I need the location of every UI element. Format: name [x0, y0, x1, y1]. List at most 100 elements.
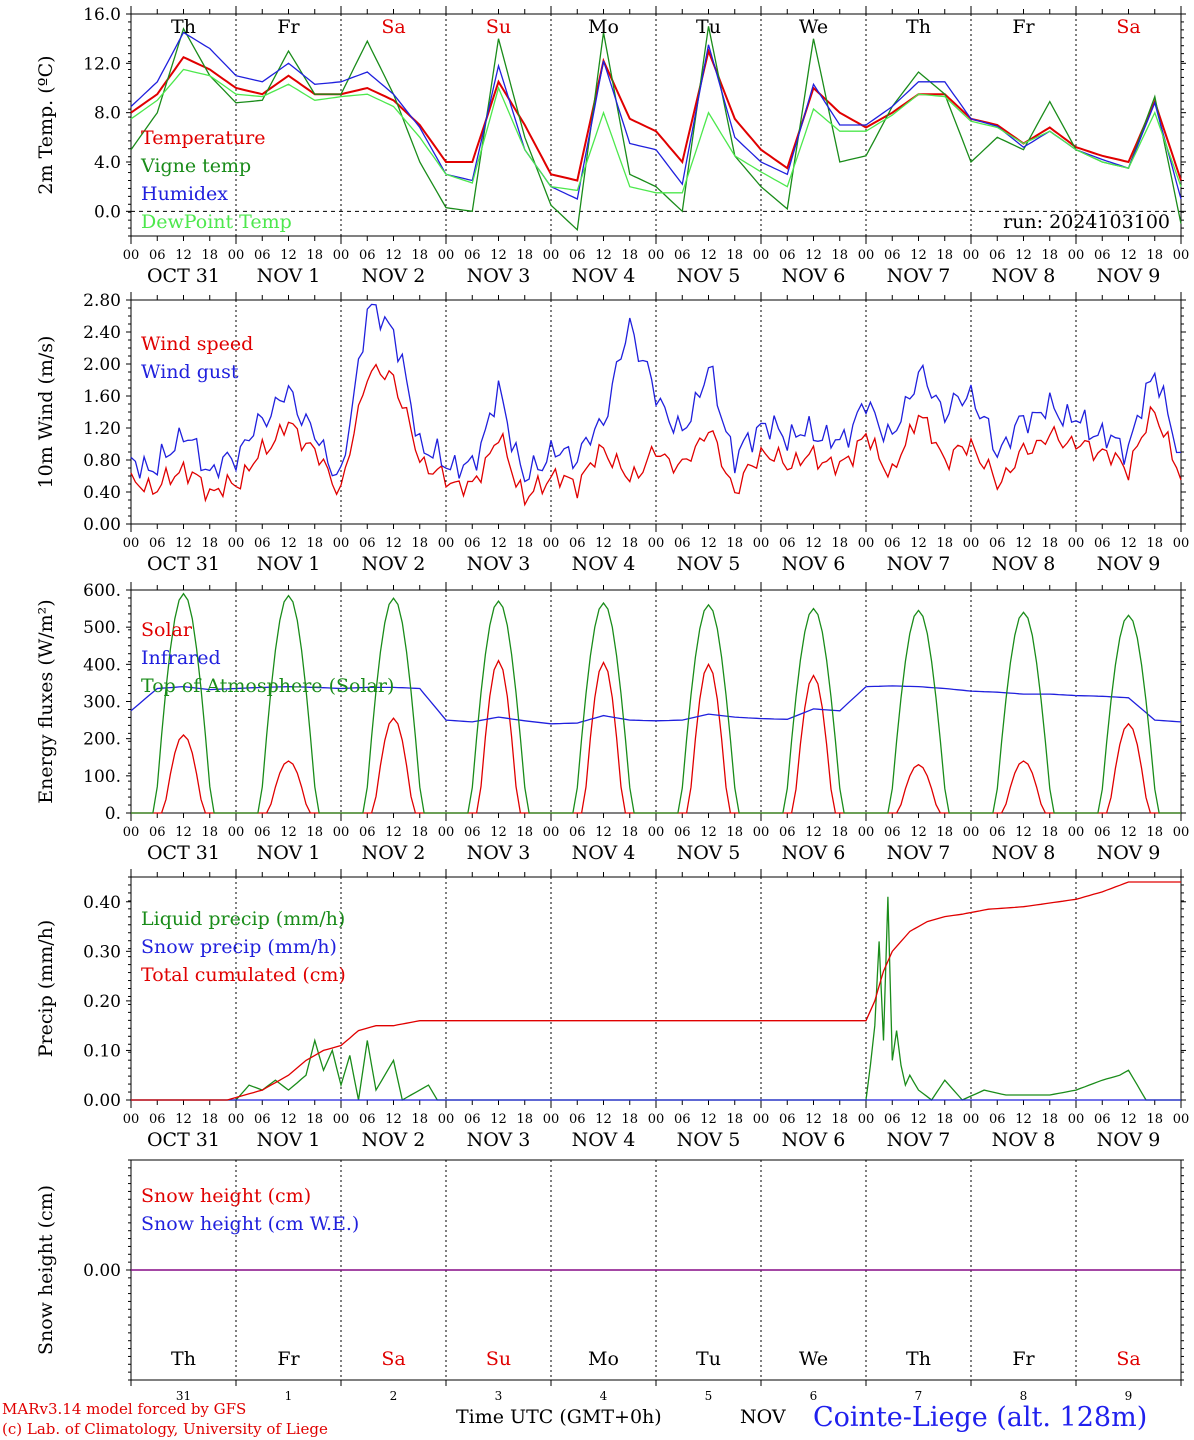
hour-tick-label: 18 — [1146, 536, 1163, 551]
hour-tick-label: 00 — [228, 536, 245, 551]
date-label: NOV 7 — [887, 1129, 951, 1151]
date-label: NOV 5 — [677, 553, 741, 575]
weekday-label: We — [799, 16, 828, 38]
date-label: NOV 7 — [887, 265, 951, 287]
month-label: NOV — [740, 1406, 786, 1428]
hour-tick-label: 06 — [1094, 825, 1111, 840]
hour-tick-label: 00 — [1173, 248, 1190, 263]
hour-tick-label: 18 — [936, 248, 953, 263]
hour-tick-label: 18 — [621, 536, 638, 551]
date-label: NOV 6 — [782, 842, 846, 864]
hour-tick-label: 12 — [805, 248, 822, 263]
legend-entry: Wind speed — [141, 333, 253, 355]
y-tick-label: 2.40 — [83, 323, 121, 343]
hour-tick-label: 00 — [123, 248, 140, 263]
hour-tick-label: 18 — [306, 248, 323, 263]
day-number: 3 — [495, 1389, 503, 1403]
legend-entry: Wind gust — [141, 361, 239, 383]
hour-tick-label: 18 — [411, 248, 428, 263]
hour-tick-label: 00 — [1068, 825, 1085, 840]
date-label: NOV 4 — [572, 553, 636, 575]
hour-tick-label: 06 — [569, 825, 586, 840]
day-number: 2 — [390, 1389, 398, 1403]
date-label: NOV 1 — [257, 265, 321, 287]
date-label: NOV 9 — [1097, 553, 1161, 575]
hour-tick-label: 18 — [516, 825, 533, 840]
y-tick-label: 100. — [83, 767, 121, 787]
hour-tick-label: 12 — [910, 1112, 927, 1127]
hour-tick-label: 18 — [1146, 248, 1163, 263]
hour-tick-label: 00 — [333, 536, 350, 551]
hour-tick-label: 12 — [1120, 1112, 1137, 1127]
panel-4: 00 06 12 18 00 06 12 18 00 06 12 18 00 06 12 18 00 06 12 18… — [35, 869, 1189, 1151]
hour-tick-label: 00 — [963, 248, 980, 263]
y-axis-label: Snow height (cm) — [35, 1185, 57, 1355]
date-label: NOV 2 — [362, 1129, 426, 1151]
date-label: NOV 3 — [467, 553, 531, 575]
hour-tick-label: 18 — [516, 1112, 533, 1127]
x-axis-title: Time UTC (GMT+0h) — [456, 1406, 662, 1428]
weekday-label: Th — [906, 1348, 931, 1370]
hour-tick-label: 18 — [516, 248, 533, 263]
y-tick-label: 500. — [83, 618, 121, 638]
hour-tick-label: 12 — [490, 536, 507, 551]
hour-tick-label: 00 — [438, 1112, 455, 1127]
hour-tick-label: 00 — [858, 825, 875, 840]
hour-tick-label: 18 — [201, 825, 218, 840]
hour-tick-label: 06 — [884, 1112, 901, 1127]
hour-tick-label: 06 — [254, 825, 271, 840]
hour-tick-label: 18 — [831, 536, 848, 551]
hour-tick-label: 06 — [149, 825, 166, 840]
date-label: NOV 3 — [467, 1129, 531, 1151]
hour-tick-label: 06 — [674, 248, 691, 263]
hour-tick-label: 00 — [438, 825, 455, 840]
hour-tick-label: 18 — [726, 248, 743, 263]
hour-tick-label: 18 — [936, 536, 953, 551]
date-label: NOV 1 — [257, 842, 321, 864]
date-label: NOV 2 — [362, 842, 426, 864]
hour-tick-label: 00 — [648, 1112, 665, 1127]
day-number: 4 — [600, 1389, 608, 1403]
legend-entry: Total cumulated (cm) — [141, 964, 346, 986]
hour-tick-label: 12 — [490, 825, 507, 840]
hour-tick-label: 12 — [700, 248, 717, 263]
hour-tick-label: 18 — [936, 1112, 953, 1127]
panel-3: 00 06 12 18 00 06 12 18 00 06 12 18 00 06 12 18 00 06 12 18… — [35, 581, 1189, 864]
hour-tick-label: 06 — [569, 1112, 586, 1127]
hour-tick-label: 18 — [621, 248, 638, 263]
y-tick-label: 12.0 — [83, 54, 121, 74]
day-number: 8 — [1020, 1389, 1028, 1403]
weekday-label: Th — [171, 16, 196, 38]
hour-tick-label: 12 — [175, 536, 192, 551]
hour-tick-label: 06 — [359, 1112, 376, 1127]
y-axis-label: 2m Temp. (ºC) — [35, 55, 57, 194]
hour-tick-label: 06 — [569, 536, 586, 551]
hour-tick-label: 18 — [1041, 825, 1058, 840]
hour-tick-label: 00 — [1068, 1112, 1085, 1127]
date-label: NOV 3 — [467, 265, 531, 287]
hour-tick-label: 00 — [438, 248, 455, 263]
weekday-label: Fr — [1012, 1348, 1035, 1370]
hour-tick-label: 06 — [149, 1112, 166, 1127]
date-label: NOV 4 — [572, 1129, 636, 1151]
y-tick-label: 0.00 — [83, 515, 121, 535]
date-label: NOV 9 — [1097, 842, 1161, 864]
hour-tick-label: 06 — [1094, 1112, 1111, 1127]
hour-tick-label: 00 — [1068, 248, 1085, 263]
weekday-label: Mo — [588, 16, 619, 38]
hour-tick-label: 12 — [805, 825, 822, 840]
weekday-label: Fr — [277, 16, 300, 38]
hour-tick-label: 06 — [674, 536, 691, 551]
hour-tick-label: 06 — [779, 1112, 796, 1127]
hour-tick-label: 18 — [831, 1112, 848, 1127]
hour-tick-label: 18 — [831, 825, 848, 840]
y-tick-label: 0.40 — [83, 483, 121, 503]
hour-tick-label: 06 — [149, 248, 166, 263]
y-tick-label: 0. — [105, 804, 121, 824]
hour-tick-label: 18 — [936, 825, 953, 840]
y-tick-label: 0.80 — [83, 451, 121, 471]
hour-tick-label: 00 — [543, 825, 560, 840]
panel-5: 0.00 Snow height (cm) Snow height (cm) Snow… — [35, 1159, 1186, 1403]
series-line — [131, 881, 1181, 1101]
date-label: NOV 6 — [782, 265, 846, 287]
